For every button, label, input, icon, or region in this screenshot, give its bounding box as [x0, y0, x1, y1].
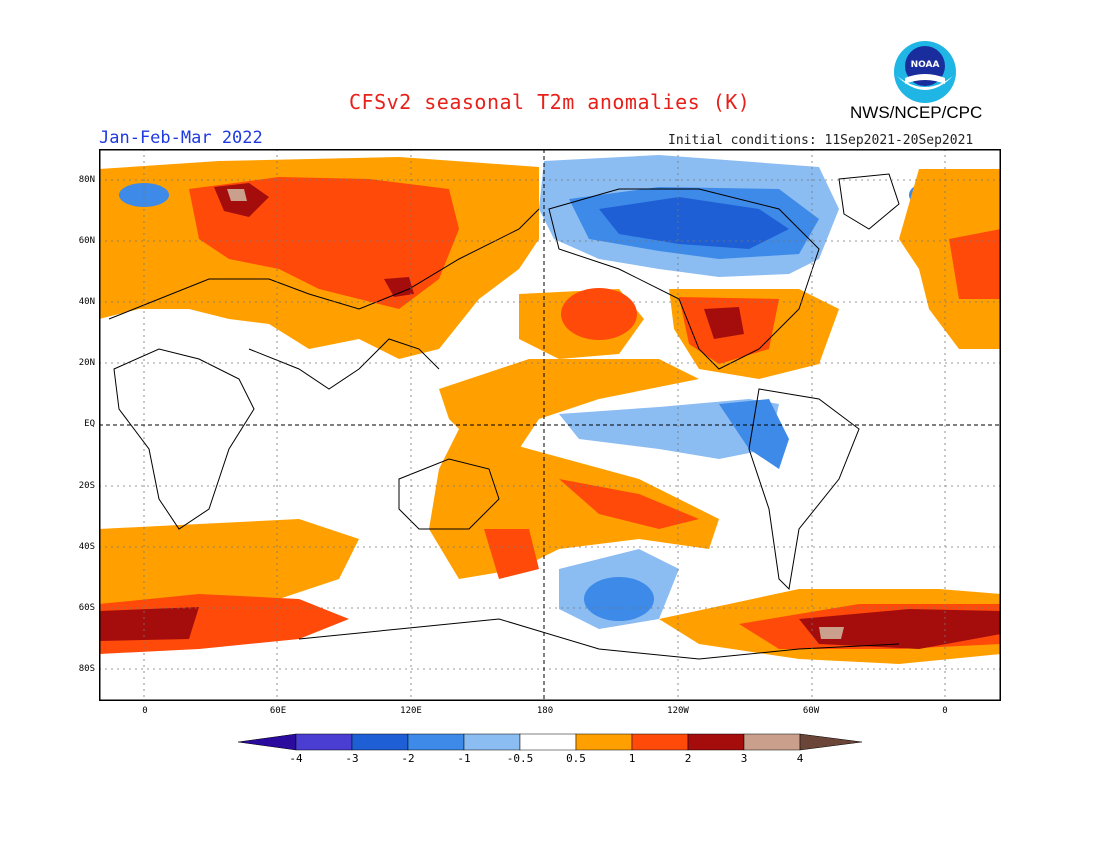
- colorbar-bin: [743, 733, 801, 751]
- north-pacific-warm-anomaly: [519, 288, 644, 359]
- colorbar-bin: [407, 733, 465, 751]
- coastlines: [108, 173, 900, 660]
- lat-label-80n: 80N: [78, 175, 95, 185]
- gridlines: [99, 149, 1001, 701]
- colorbar: [238, 733, 862, 751]
- initial-conditions-label: Initial conditions: 11Sep2021-20Sep2021: [668, 133, 974, 148]
- lat-label-20n: 20N: [78, 358, 95, 368]
- colorbar-bin: [687, 733, 745, 751]
- lat-label-80s: 80S: [78, 664, 95, 674]
- reference-lines: [99, 149, 1001, 701]
- south-pacific-warm-anomaly: [429, 429, 719, 579]
- colorbar-label: -1: [457, 752, 471, 765]
- lon-label-120w: 120W: [667, 706, 689, 716]
- equatorial-cold-anomaly: [559, 399, 789, 469]
- south-pacific-cold-anomaly: [559, 549, 679, 629]
- lat-label-20s: 20S: [78, 481, 95, 491]
- colorbar-bin: [631, 733, 689, 751]
- colorbar-label: -0.5: [506, 752, 534, 765]
- noaa-logo: NOAA: [893, 40, 957, 104]
- eurasia-warm-anomaly: [99, 157, 539, 359]
- lat-label-60n: 60N: [78, 236, 95, 246]
- europe-warm-anomaly: [899, 169, 1001, 349]
- colorbar-label: -2: [401, 752, 415, 765]
- lon-label-60e: 60E: [269, 706, 287, 716]
- lat-label-60s: 60S: [78, 603, 95, 613]
- colorbar-bin: [575, 733, 633, 751]
- north-america-cold-anomaly: [539, 155, 839, 277]
- colorbar-label: -4: [289, 752, 303, 765]
- lat-label-40s: 40S: [78, 542, 95, 552]
- colorbar-bin: [351, 733, 409, 751]
- lat-label-40n: 40N: [78, 297, 95, 307]
- season-label: Jan-Feb-Mar 2022: [99, 128, 263, 148]
- arctic-cold-patch: [119, 183, 169, 207]
- europe-warm-core: [949, 229, 1001, 299]
- anomaly-map: [99, 149, 1001, 701]
- page-title: CFSv2 seasonal T2m anomalies (K): [349, 90, 751, 114]
- colorbar-label: 3: [740, 752, 748, 765]
- colorbar-label: 1: [628, 752, 636, 765]
- lon-label-60w: 60W: [802, 706, 820, 716]
- colorbar-label: -3: [345, 752, 359, 765]
- colorbar-bin: [463, 733, 521, 751]
- colorbar-label: 0.5: [566, 752, 586, 765]
- lon-label-0-west: 0: [142, 706, 148, 716]
- lat-label-eq: EQ: [84, 419, 95, 429]
- svg-text:NOAA: NOAA: [911, 60, 940, 70]
- lon-label-0-east: 0: [942, 706, 948, 716]
- colorbar-label: 2: [684, 752, 692, 765]
- colorbar-label: 4: [796, 752, 804, 765]
- lon-label-180: 180: [536, 706, 554, 716]
- colorbar-max-arrow: [799, 733, 862, 751]
- colorbar-min-arrow: [238, 733, 297, 751]
- colorbar-bin: [519, 733, 577, 751]
- lon-label-120e: 120E: [400, 706, 422, 716]
- colorbar-bin: [295, 733, 353, 751]
- agency-label: NWS/NCEP/CPC: [850, 103, 983, 122]
- tropical-warm-band: [439, 359, 699, 449]
